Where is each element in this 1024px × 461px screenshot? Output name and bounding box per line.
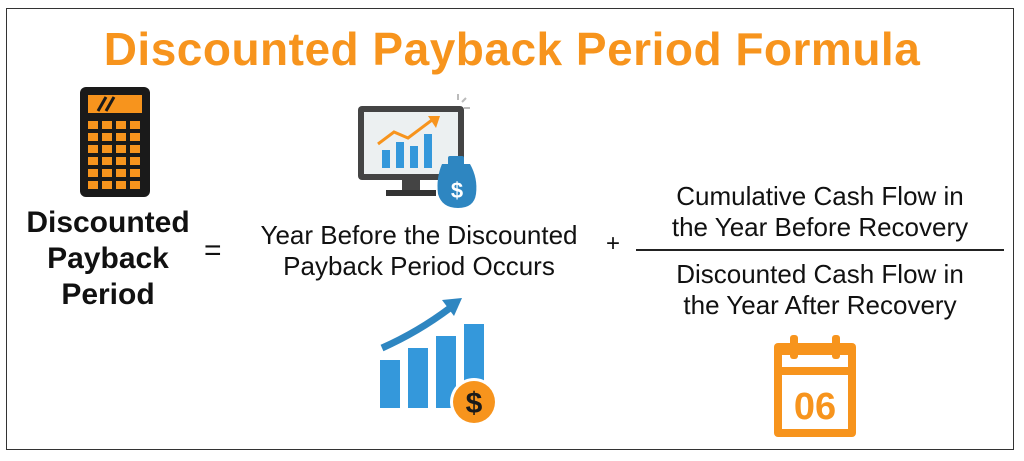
calculator-key	[88, 133, 98, 141]
calculator-key	[130, 157, 140, 165]
lhs-line-1: Discounted	[14, 205, 202, 241]
calculator-key	[88, 157, 98, 165]
equals-sign: =	[204, 236, 222, 266]
calculator-key	[102, 157, 112, 165]
calculator-key	[102, 169, 112, 177]
fraction-denominator: Discounted Cash Flow in the Year After R…	[634, 259, 1006, 321]
plus-sign: +	[606, 232, 620, 256]
denominator-line-2: the Year After Recovery	[634, 290, 1006, 321]
formula-lhs: Discounted Payback Period	[14, 205, 202, 313]
calculator-key	[130, 145, 140, 153]
calculator-key	[88, 121, 98, 129]
calculator-key	[116, 157, 126, 165]
calculator-key	[116, 145, 126, 153]
calculator-icon	[80, 87, 150, 197]
calendar-date: 06	[794, 386, 836, 428]
page-title: Discounted Payback Period Formula	[0, 26, 1024, 72]
numerator-line-1: Cumulative Cash Flow in	[634, 181, 1006, 212]
calculator-key	[130, 121, 140, 129]
numerator-line-2: the Year Before Recovery	[634, 212, 1006, 243]
calculator-key	[88, 169, 98, 177]
calendar-icon: 06	[774, 335, 856, 437]
formula-fraction: Cumulative Cash Flow in the Year Before …	[634, 181, 1006, 321]
calculator-key	[130, 169, 140, 177]
coin-symbol: $	[466, 387, 483, 420]
term1-line-2: Payback Period Occurs	[230, 251, 608, 282]
calculator-key	[130, 133, 140, 141]
calculator-key	[102, 181, 112, 189]
formula-term-1: Year Before the Discounted Payback Perio…	[230, 220, 608, 282]
denominator-line-1: Discounted Cash Flow in	[634, 259, 1006, 290]
money-bag-symbol: $	[451, 178, 463, 203]
calculator-key	[116, 169, 126, 177]
calculator-key	[88, 145, 98, 153]
calculator-key	[102, 121, 112, 129]
fraction-bar	[636, 249, 1004, 251]
monitor-chart-icon: $	[358, 98, 478, 208]
calculator-key	[116, 181, 126, 189]
calculator-key	[116, 133, 126, 141]
dollar-coin-icon: $	[450, 378, 498, 426]
calculator-key	[116, 121, 126, 129]
calculator-key	[102, 133, 112, 141]
calculator-key	[130, 181, 140, 189]
calculator-key	[102, 145, 112, 153]
growth-chart-icon: $	[378, 298, 508, 428]
calculator-key	[88, 181, 98, 189]
lhs-line-2: Payback	[14, 241, 202, 277]
lhs-line-3: Period	[14, 277, 202, 313]
fraction-numerator: Cumulative Cash Flow in the Year Before …	[634, 181, 1006, 245]
term1-line-1: Year Before the Discounted	[230, 220, 608, 251]
